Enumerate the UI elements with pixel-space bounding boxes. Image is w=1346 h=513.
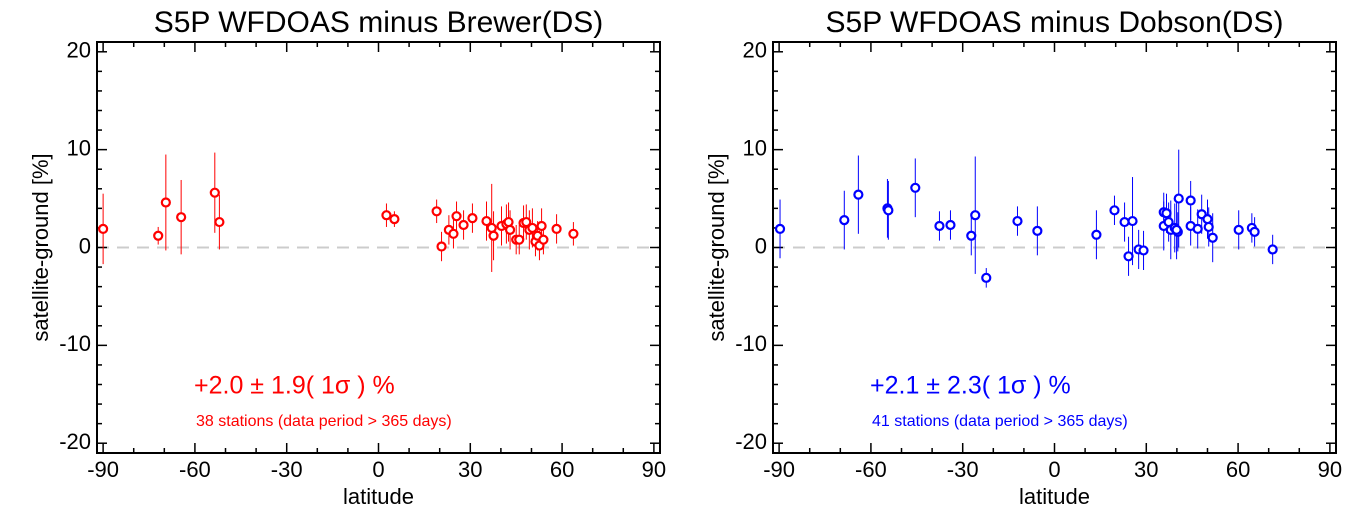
x-tick-label: 90 xyxy=(642,457,666,482)
data-point xyxy=(981,272,992,283)
x-axis-label: latitude xyxy=(343,484,414,509)
x-axis-label: latitude xyxy=(1019,484,1090,509)
data-point xyxy=(436,241,447,252)
data-point xyxy=(381,210,392,221)
panel: S5P WFDOAS minus Brewer(DS) -90 -60 -30 0 30 6… xyxy=(28,6,666,509)
x-tick-label: -30 xyxy=(947,457,979,482)
chart-title: S5P WFDOAS minus Dobson(DS) xyxy=(826,6,1284,39)
data-point xyxy=(458,219,469,231)
data-point xyxy=(451,211,462,222)
data-point xyxy=(389,214,400,225)
data-point xyxy=(481,215,492,227)
data-point xyxy=(514,234,525,245)
x-tick-label: -60 xyxy=(179,457,211,482)
plot-frame xyxy=(96,41,661,454)
data-point xyxy=(431,206,442,217)
x-tick-label: 60 xyxy=(550,457,574,482)
panel: S5P WFDOAS minus Dobson(DS) -90 -60 -30 0 30 6… xyxy=(704,6,1342,509)
data-point xyxy=(503,216,514,228)
data-point xyxy=(538,234,549,245)
data-point xyxy=(214,216,225,228)
data-point xyxy=(1249,226,1260,237)
y-tick-label: 0 xyxy=(79,233,91,258)
annotation: +2.0 ± 1.9( 1σ ) % xyxy=(194,372,395,400)
data-point xyxy=(1138,245,1149,256)
y-tick-label: 0 xyxy=(755,233,767,258)
x-tick-label: -90 xyxy=(763,457,795,482)
data-point xyxy=(488,230,499,241)
data-point xyxy=(853,189,864,200)
data-point xyxy=(568,228,579,239)
annotation: +2.1 ± 2.3( 1σ ) % xyxy=(870,372,1071,400)
y-tick-label: -10 xyxy=(59,331,91,356)
data-point xyxy=(1012,215,1023,227)
data-point xyxy=(1207,232,1218,243)
data-point xyxy=(536,220,547,232)
data-point xyxy=(551,223,562,235)
data-point xyxy=(970,210,981,221)
data-point xyxy=(839,215,850,226)
y-tick-label: -10 xyxy=(735,331,767,356)
data-point xyxy=(1267,244,1278,255)
x-tick-label: 0 xyxy=(1048,457,1060,482)
x-tick-label: -90 xyxy=(87,457,119,482)
y-tick-label: 20 xyxy=(67,38,91,63)
data-point xyxy=(1119,216,1130,228)
data-point xyxy=(153,230,164,241)
data-point xyxy=(1171,224,1182,235)
data-point xyxy=(467,213,478,224)
data-point xyxy=(883,205,894,216)
x-tick-label: -60 xyxy=(855,457,887,482)
data-point xyxy=(1123,251,1134,262)
data-point xyxy=(1109,205,1120,216)
data-point xyxy=(448,228,459,239)
x-tick-label: 0 xyxy=(372,457,384,482)
data-point xyxy=(934,220,945,232)
x-tick-label: 30 xyxy=(1134,457,1158,482)
x-tick-label: 30 xyxy=(458,457,482,482)
data-point xyxy=(1032,225,1043,236)
data-point xyxy=(966,230,977,241)
data-point xyxy=(1202,214,1213,225)
data-point xyxy=(945,219,956,231)
chart-title: S5P WFDOAS minus Brewer(DS) xyxy=(154,6,604,39)
data-point xyxy=(486,222,497,234)
data-point xyxy=(1203,221,1214,233)
data-point xyxy=(176,212,187,223)
data-point xyxy=(1161,208,1172,219)
data-point xyxy=(910,182,921,193)
data-point xyxy=(98,223,109,235)
y-tick-label: 10 xyxy=(743,135,767,160)
data-point xyxy=(1233,224,1244,235)
data-point xyxy=(527,222,538,234)
data-point xyxy=(1091,229,1102,240)
x-tick-label: 60 xyxy=(1226,457,1250,482)
x-tick-label: -30 xyxy=(271,457,303,482)
subannotation: 41 stations (data period > 365 days) xyxy=(872,413,1128,430)
data-point xyxy=(1173,193,1184,204)
plot-frame xyxy=(772,41,1337,454)
data-point xyxy=(774,223,786,235)
data-point xyxy=(209,187,220,198)
data-point xyxy=(1127,215,1138,227)
x-tick-label: 90 xyxy=(1318,457,1342,482)
data-point xyxy=(1185,195,1196,206)
data-point xyxy=(1192,223,1203,235)
y-tick-label: 10 xyxy=(67,135,91,160)
y-tick-label: -20 xyxy=(735,429,767,454)
data-point xyxy=(160,197,171,208)
data-point xyxy=(504,224,516,235)
y-tick-label: 20 xyxy=(743,38,767,63)
y-tick-label: -20 xyxy=(59,429,91,454)
y-axis-label: satellite-ground [%] xyxy=(28,153,53,341)
y-axis-label: satellite-ground [%] xyxy=(704,153,729,341)
subannotation: 38 stations (data period > 365 days) xyxy=(196,413,452,430)
